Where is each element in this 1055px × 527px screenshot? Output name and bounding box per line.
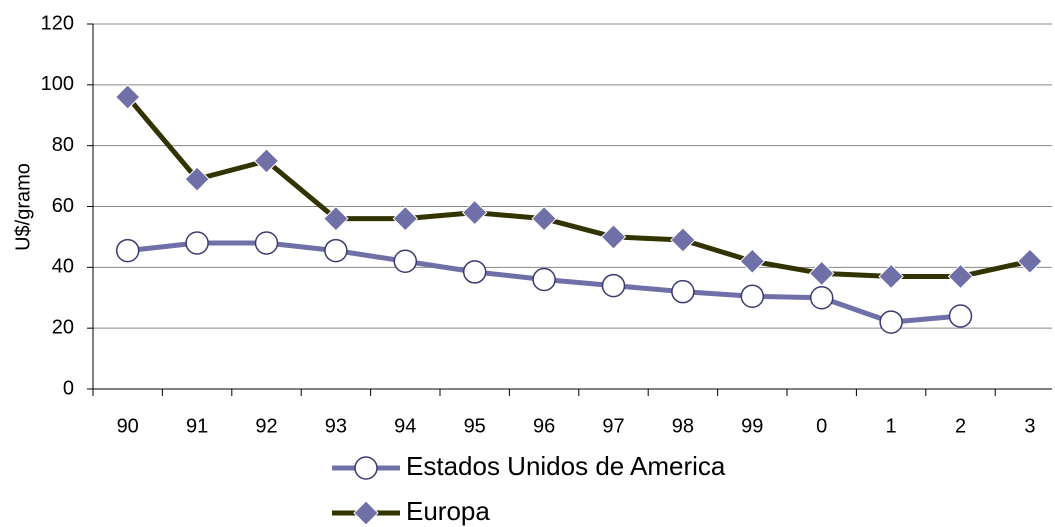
- data-point: [878, 263, 904, 290]
- data-point: [114, 84, 141, 110]
- data-point: [1017, 248, 1043, 274]
- x-tick-label: 1: [886, 415, 897, 437]
- x-tick-label: 99: [741, 415, 763, 437]
- data-point: [392, 205, 419, 232]
- x-tick-label: 0: [816, 415, 827, 437]
- y-tick-label: 120: [41, 12, 74, 34]
- x-tick-label: 94: [394, 415, 416, 437]
- data-point: [740, 284, 765, 308]
- x-tick-label: 3: [1024, 415, 1035, 437]
- data-point: [462, 260, 487, 284]
- data-point: [739, 248, 766, 274]
- x-tick-label: 95: [464, 415, 486, 437]
- data-point: [253, 148, 280, 174]
- data-point: [323, 205, 349, 232]
- data-point: [393, 249, 418, 273]
- legend-marker: [354, 456, 378, 480]
- x-tick-label: 2: [955, 415, 966, 437]
- data-point: [808, 260, 835, 287]
- data-point: [115, 238, 140, 263]
- data-point: [670, 227, 696, 253]
- data-point: [879, 310, 903, 334]
- data-point: [600, 224, 627, 250]
- y-tick-label: 60: [52, 195, 74, 217]
- legend-marker: [353, 500, 379, 526]
- y-tick-label: 100: [41, 73, 74, 95]
- data-point: [948, 304, 973, 328]
- x-tick-label: 96: [533, 415, 555, 437]
- data-point: [601, 273, 626, 298]
- x-tick-label: 98: [672, 415, 694, 437]
- x-tick-label: 91: [186, 415, 208, 437]
- data-point: [185, 231, 209, 255]
- data-point: [531, 205, 557, 232]
- x-tick-label: 93: [325, 415, 347, 437]
- legend-label: Estados Unidos de America: [406, 451, 726, 481]
- data-point: [947, 263, 974, 290]
- y-tick-label: 40: [52, 256, 74, 278]
- y-tick-label: 0: [63, 377, 74, 399]
- x-tick-label: 92: [255, 415, 277, 437]
- y-tick-label: 20: [52, 316, 74, 338]
- data-point: [671, 279, 695, 304]
- y-tick-label: 80: [52, 134, 74, 156]
- data-point: [461, 199, 488, 226]
- data-point: [254, 231, 279, 255]
- data-point: [184, 166, 210, 192]
- y-axis-label: U$/gramo: [12, 163, 34, 251]
- legend-label: Europa: [406, 496, 490, 526]
- x-tick-label: 97: [602, 415, 624, 437]
- data-point: [532, 267, 556, 292]
- x-tick-label: 90: [117, 415, 139, 437]
- data-point: [809, 286, 834, 310]
- data-point: [324, 238, 348, 263]
